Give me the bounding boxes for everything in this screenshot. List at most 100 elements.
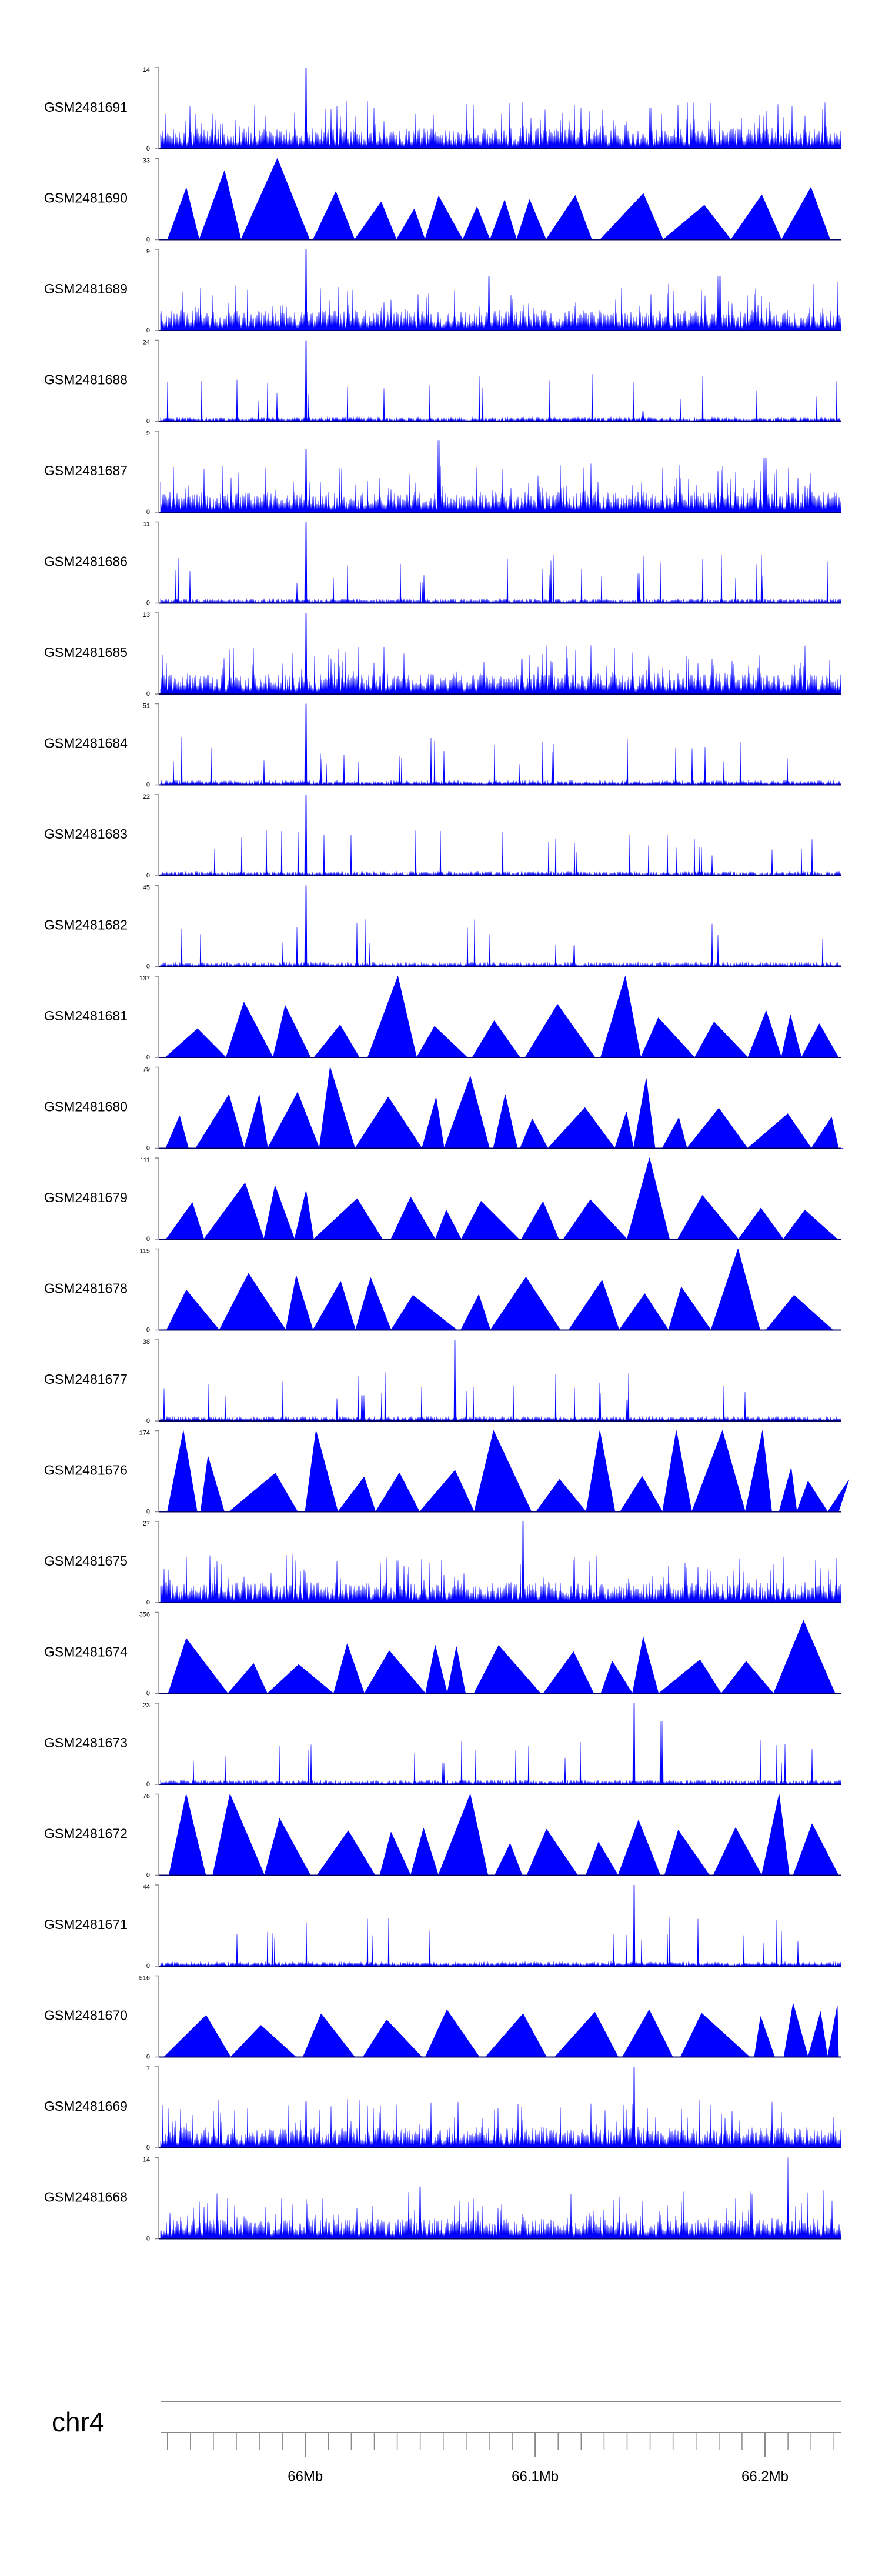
track-label: GSM2481681	[44, 1008, 128, 1023]
coverage-area	[160, 1521, 841, 1603]
coverage-area	[160, 1703, 841, 1786]
coverage-area	[160, 703, 841, 786]
track-label: GSM2481690	[44, 191, 128, 206]
track-label: GSM2481686	[44, 554, 128, 569]
track-min-label: 0	[146, 2053, 150, 2060]
coverage-area	[160, 885, 841, 967]
track-min-label: 0	[146, 327, 150, 334]
track-max-label: 79	[143, 1066, 150, 1073]
track-min-label: 0	[146, 690, 150, 698]
track-min-label: 0	[146, 236, 150, 243]
track-max-label: 137	[139, 975, 150, 982]
track-max-label: 51	[143, 702, 150, 709]
track-min-label: 0	[146, 2144, 150, 2151]
track: GSM2481678 115 0	[44, 1247, 841, 1333]
track: GSM2481668 14 0	[44, 2156, 841, 2242]
track: GSM2481686 11 0	[44, 520, 841, 606]
track-max-label: 115	[139, 1247, 150, 1254]
track-min-label: 0	[146, 1144, 150, 1152]
track-max-label: 111	[140, 1157, 150, 1164]
track-label: GSM2481691	[44, 99, 128, 115]
track-min-label: 0	[146, 1236, 150, 1243]
coverage-area	[160, 612, 841, 695]
chromosome-label: chr4	[52, 2407, 104, 2437]
track-max-label: 14	[143, 66, 150, 74]
track-max-label: 9	[146, 248, 150, 255]
track-max-label: 174	[139, 1429, 150, 1436]
coverage-area	[160, 2066, 841, 2148]
track-min-label: 0	[146, 1963, 150, 1970]
track-min-label: 0	[146, 1690, 150, 1697]
track: GSM2481687 9 0	[44, 430, 841, 516]
track-max-label: 45	[143, 884, 150, 891]
track-label: GSM2481687	[44, 463, 128, 478]
track: GSM2481673 23 0	[44, 1702, 841, 1788]
track-max-label: 44	[143, 1884, 150, 1891]
coverage-area	[165, 976, 839, 1058]
track-min-label: 0	[146, 1417, 150, 1424]
coverage-area	[163, 2003, 839, 2057]
track-label: GSM2481685	[44, 645, 128, 660]
track-label: GSM2481673	[44, 1735, 128, 1750]
track-min-label: 0	[146, 1871, 150, 1878]
track: GSM2481685 13 0	[44, 612, 841, 698]
track-max-label: 23	[143, 1702, 150, 1709]
coverage-area	[160, 1884, 841, 1967]
track-label: GSM2481689	[44, 281, 128, 296]
track: GSM2481684 51 0	[44, 702, 841, 788]
track-max-label: 13	[143, 612, 150, 619]
axis-tick-label: 66Mb	[288, 2468, 323, 2484]
track-label: GSM2481684	[44, 736, 128, 751]
coverage-area	[160, 1339, 841, 1422]
track-min-label: 0	[146, 1781, 150, 1788]
track-min-label: 0	[146, 1326, 150, 1333]
track: GSM2481676 174 0	[44, 1429, 850, 1515]
track-max-label: 22	[143, 793, 150, 800]
track-min-label: 0	[146, 509, 150, 516]
track-label: GSM2481683	[44, 826, 128, 842]
track: GSM2481675 27 0	[44, 1520, 841, 1606]
track-label: GSM2481671	[44, 1917, 128, 1932]
track: GSM2481690 33 0	[44, 157, 841, 243]
coverage-area	[160, 249, 841, 331]
coverage-area	[160, 67, 841, 149]
track-max-label: 27	[143, 1520, 150, 1527]
track-label: GSM2481668	[44, 2190, 128, 2205]
coverage-area	[165, 1067, 844, 1149]
track-max-label: 76	[143, 1793, 150, 1800]
axis-tick-label: 66.1Mb	[512, 2468, 559, 2484]
track: GSM2481677 38 0	[44, 1339, 841, 1424]
track-max-label: 14	[143, 2156, 150, 2163]
track: GSM2481683 22 0	[44, 793, 841, 879]
track-max-label: 11	[143, 520, 150, 528]
track: GSM2481672 76 0	[44, 1793, 841, 1878]
track: GSM2481680 79 0	[44, 1066, 844, 1152]
track: GSM2481688 24 0	[44, 339, 841, 425]
track-min-label: 0	[146, 1508, 150, 1515]
coverage-area	[167, 1430, 850, 1512]
coverage-area	[167, 158, 840, 240]
track: GSM2481679 111 0	[44, 1157, 841, 1243]
track-label: GSM2481670	[44, 2008, 128, 2023]
track-label: GSM2481674	[44, 1644, 128, 1660]
track-min-label: 0	[146, 599, 150, 606]
track-min-label: 0	[146, 145, 150, 152]
track: GSM2481689 9 0	[44, 248, 841, 334]
track-max-label: 24	[143, 339, 150, 346]
track: GSM2481674 356 0	[44, 1611, 841, 1697]
axis-tick-label: 66.2Mb	[741, 2468, 789, 2484]
track-max-label: 38	[143, 1339, 150, 1346]
track-min-label: 0	[146, 872, 150, 879]
coverage-area	[160, 794, 841, 877]
track-label: GSM2481688	[44, 372, 128, 388]
track: GSM2481670 516 0	[44, 1974, 841, 2060]
track: GSM2481669 7 0	[44, 2066, 841, 2151]
track-min-label: 0	[146, 1599, 150, 1606]
coverage-area	[160, 522, 841, 604]
track-label: GSM2481678	[44, 1281, 128, 1296]
track-max-label: 356	[139, 1611, 150, 1618]
coverage-area	[166, 1157, 838, 1240]
track-max-label: 7	[146, 2066, 150, 2073]
coverage-area	[160, 440, 841, 513]
coverage-area	[160, 340, 841, 422]
